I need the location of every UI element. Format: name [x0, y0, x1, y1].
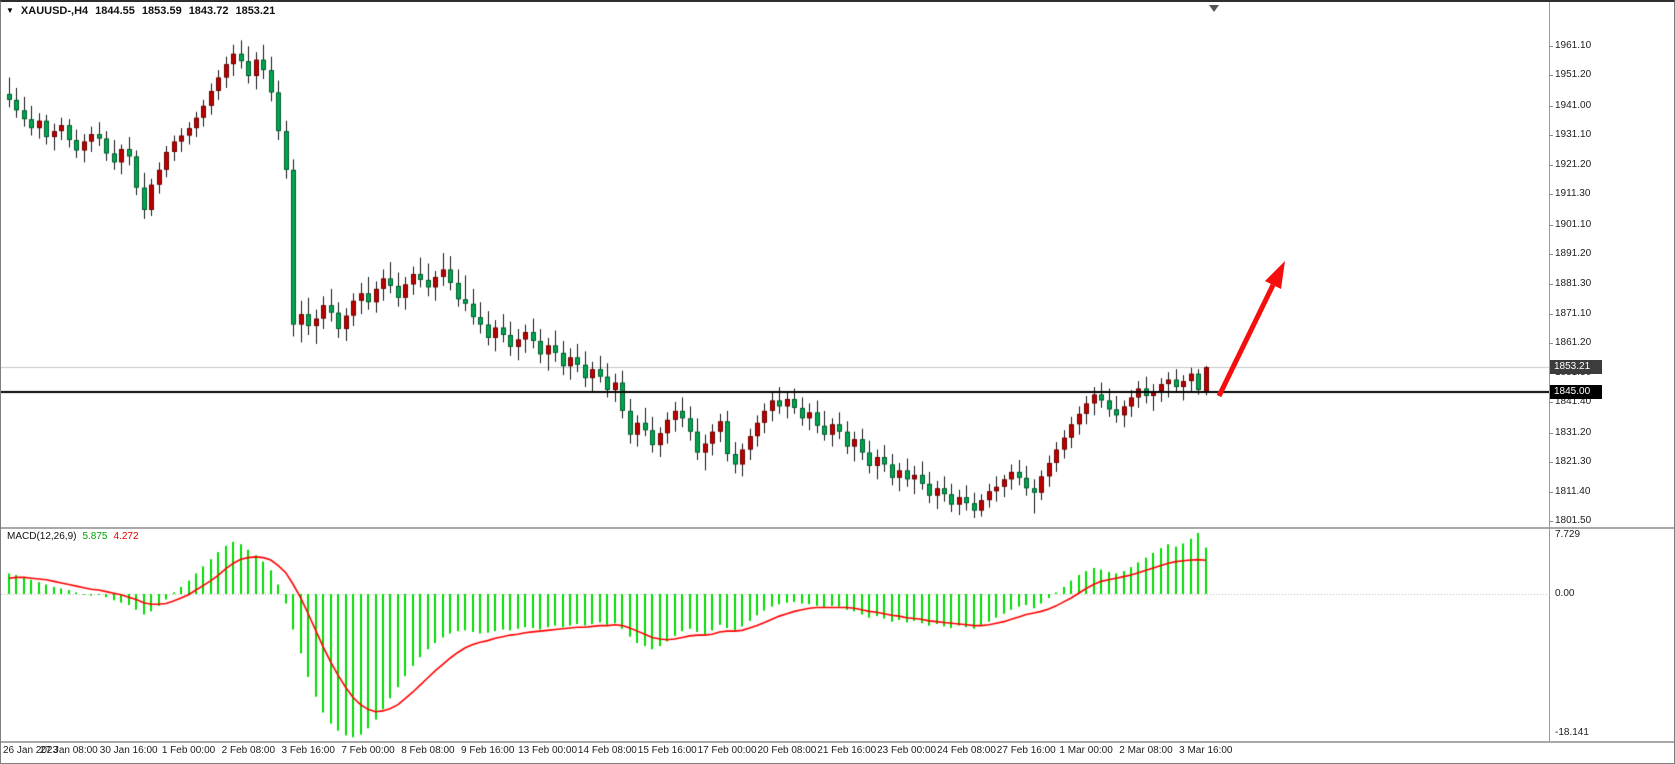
macd-main-value: 5.875 [82, 531, 108, 542]
price-axis-label: 1871.10 [1555, 307, 1592, 319]
chart-title: ▼ XAUUSD-,H4 1844.55 1853.59 1843.72 185… [6, 5, 275, 17]
axis-tick [1549, 492, 1553, 493]
macd-scale-max: 7.729 [1555, 528, 1581, 540]
time-axis-label: 13 Feb 00:00 [518, 745, 578, 756]
time-axis-label: 15 Feb 16:00 [637, 745, 697, 756]
macd-scale-min: -18.141 [1555, 727, 1589, 739]
axis-tick [1549, 135, 1553, 136]
time-axis-label: 14 Feb 08:00 [577, 745, 637, 756]
time-axis-label: 17 Feb 00:00 [697, 745, 757, 756]
time-axis-label: 2 Mar 08:00 [1119, 745, 1173, 756]
axis-tick [1549, 402, 1553, 403]
axis-tick [1549, 225, 1553, 226]
time-axis-label: 3 Mar 16:00 [1179, 745, 1233, 756]
trend-arrow[interactable] [1, 2, 1549, 527]
price-axis-label: 1911.30 [1555, 188, 1591, 200]
macd-panel-canvas[interactable] [1, 529, 1549, 741]
price-axis-label: 1961.10 [1555, 40, 1592, 51]
time-axis-label: 30 Jan 16:00 [99, 745, 158, 756]
time-axis-label: 9 Feb 16:00 [461, 745, 515, 756]
axis-tick [1549, 165, 1553, 166]
axis-tick [1549, 433, 1553, 434]
axis-tick [1549, 75, 1553, 76]
axis-tick [1549, 194, 1553, 195]
macd-name: MACD(12,26,9) [7, 531, 77, 542]
panel-divider[interactable] [1, 527, 1674, 529]
chart-shift-marker[interactable] [1209, 5, 1219, 12]
price-axis-label: 1921.20 [1555, 158, 1592, 170]
time-axis-label: 1 Feb 00:00 [161, 745, 216, 756]
bid-price-marker: 1853.21 [1550, 360, 1602, 374]
ohlc-open: 1844.55 [95, 5, 135, 17]
time-axis-label: 26 Jan 2023 [3, 745, 59, 756]
macd-scale-zero: 0.00 [1555, 588, 1575, 599]
time-axis-label: 1 Mar 00:00 [1059, 745, 1113, 756]
time-axis-label: 27 Jan 08:00 [39, 745, 98, 756]
price-axis-label: 1801.50 [1555, 515, 1592, 526]
time-axis-label: 27 Feb 16:00 [996, 745, 1056, 756]
price-axis-label: 1881.30 [1555, 277, 1592, 289]
price-axis-label: 1951.20 [1555, 69, 1592, 81]
price-chart-canvas[interactable] [1, 2, 1549, 527]
symbol-dropdown-icon[interactable]: ▼ [6, 6, 14, 15]
time-axis[interactable]: 26 Jan 2023 27 Jan 08:00 30 Jan 16:00 1 Feb… [1, 743, 1549, 763]
bid-price-value: 1853.21 [1554, 361, 1591, 372]
axis-tick [1549, 106, 1553, 107]
price-axis-label: 1901.10 [1555, 218, 1592, 230]
price-axis-label: 1811.40 [1555, 485, 1591, 497]
hline-price-marker: 1845.00 [1550, 385, 1602, 399]
time-axis-label: 20 Feb 08:00 [757, 745, 817, 756]
time-axis-label: 7 Feb 00:00 [341, 745, 395, 756]
time-axis-label: 21 Feb 16:00 [817, 745, 877, 756]
macd-indicator-label: MACD(12,26,9) 5.875 4.272 [7, 531, 139, 542]
axis-tick [1549, 254, 1553, 255]
time-axis-label: 24 Feb 08:00 [936, 745, 996, 756]
symbol-label: XAUUSD-,H4 [20, 5, 89, 17]
time-axis-label: 23 Feb 00:00 [877, 745, 937, 756]
price-axis-label: 1931.10 [1555, 129, 1592, 141]
price-axis-label: 1941.00 [1555, 99, 1592, 111]
axis-tick [1549, 343, 1553, 344]
axis-tick [1549, 46, 1553, 47]
time-axis-divider [1, 741, 1674, 743]
axis-tick [1549, 462, 1553, 463]
time-axis-label: 3 Feb 16:00 [281, 745, 335, 756]
hline-price-value: 1845.00 [1554, 386, 1591, 397]
axis-tick [1549, 284, 1553, 285]
price-axis-label: 1891.20 [1555, 248, 1592, 260]
ohlc-close: 1853.21 [235, 5, 276, 17]
time-axis-label: 8 Feb 08:00 [401, 745, 455, 756]
axis-tick [1549, 521, 1553, 522]
price-axis-label: 1831.20 [1555, 426, 1592, 438]
price-axis-label: 1841.40 [1555, 396, 1592, 408]
axis-tick [1549, 314, 1553, 315]
macd-signal-value: 4.272 [113, 531, 139, 542]
price-axis-divider [1549, 2, 1550, 741]
ohlc-high: 1853.59 [141, 5, 182, 17]
price-axis-label: 1821.30 [1555, 456, 1592, 468]
ohlc-low: 1843.72 [188, 5, 229, 17]
price-axis-label: 1861.20 [1555, 337, 1592, 349]
time-axis-label: 2 Feb 08:00 [221, 745, 276, 756]
